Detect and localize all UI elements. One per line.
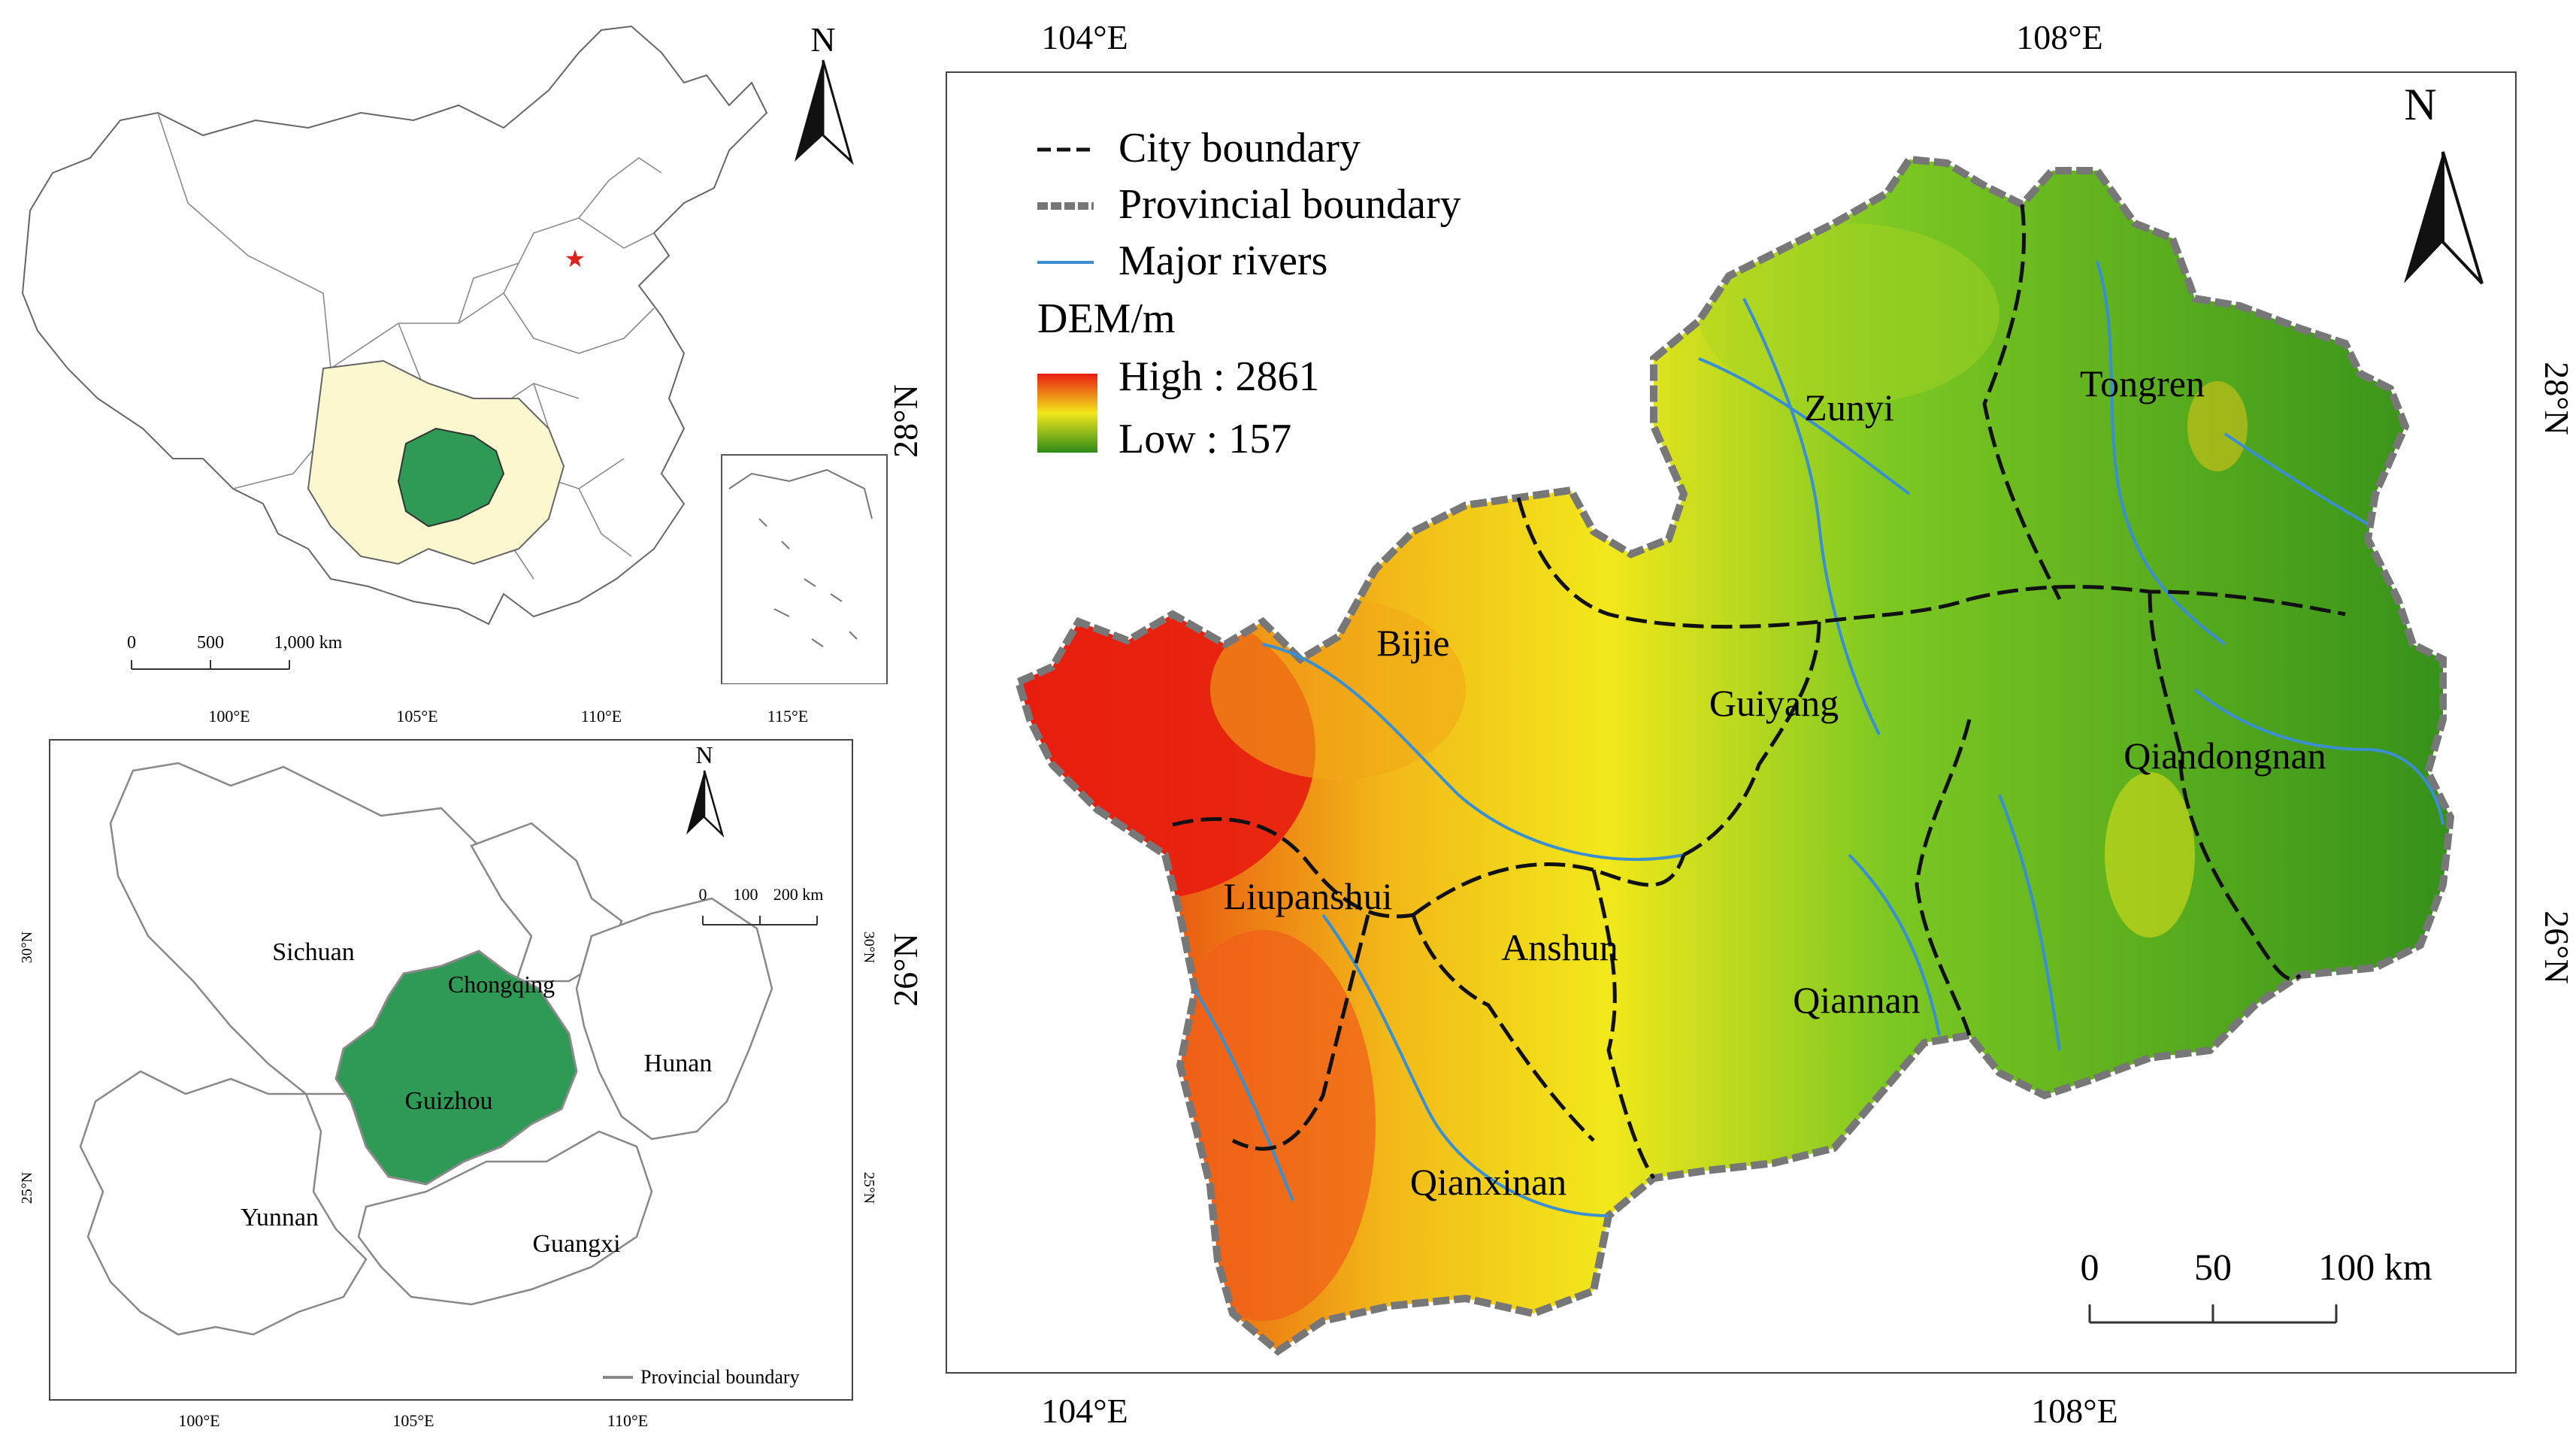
china-north-label: N bbox=[810, 20, 835, 59]
china-scale-0: 0 bbox=[127, 633, 136, 653]
region-map-svg: N 0 100 200 km Sichuan Chongqing Hunan G… bbox=[79, 741, 824, 1388]
main-top-tick-108: 108°E bbox=[2016, 18, 2103, 56]
region-top-tick-115: 115°E bbox=[767, 707, 808, 726]
main-right-ticks: 28°N 26°N bbox=[2538, 362, 2576, 984]
label-sichuan: Sichuan bbox=[272, 938, 355, 966]
city-qianxinan: Qianxinan bbox=[1410, 1161, 1566, 1203]
region-scale-200: 200 km bbox=[773, 885, 824, 904]
main-bottom-tick-108: 108°E bbox=[2031, 1392, 2118, 1430]
region-right-tick-25: 25°N bbox=[861, 1172, 877, 1204]
city-boundaries bbox=[1172, 204, 2346, 1180]
region-scale-100: 100 bbox=[734, 885, 758, 904]
legend-dem-title: DEM/m bbox=[1037, 295, 1176, 342]
city-liupanshui: Liupanshui bbox=[1224, 875, 1393, 917]
region-left-tick-25: 25°N bbox=[19, 1172, 35, 1204]
city-qiannan: Qiannan bbox=[1793, 979, 1920, 1021]
label-yunnan: Yunnan bbox=[241, 1204, 319, 1231]
main-left-tick-28: 28°N bbox=[886, 384, 925, 458]
main-scale-bar bbox=[2088, 1304, 2338, 1324]
capital-star-icon: ★ bbox=[565, 245, 586, 272]
dem-map-frame: City boundary Provincial boundary Major … bbox=[946, 71, 2517, 1374]
south-china-sea-inset bbox=[721, 454, 888, 684]
main-top-ticks: 104°E 108°E bbox=[1041, 18, 2103, 56]
region-bottom-tick-110: 110°E bbox=[607, 1411, 648, 1430]
label-hunan: Hunan bbox=[644, 1050, 713, 1077]
major-rivers bbox=[1194, 260, 2444, 1217]
region-scale-bar bbox=[702, 916, 818, 926]
region-legend-label: Provincial boundary bbox=[640, 1366, 800, 1388]
region-top-tick-100: 100°E bbox=[208, 707, 250, 726]
main-bottom-tick-104: 104°E bbox=[1041, 1392, 1128, 1430]
china-overview-map: ★ N 0 500 1,000 km bbox=[8, 8, 894, 684]
city-guiyang: Guiyang bbox=[1709, 682, 1839, 724]
main-right-tick-28: 28°N bbox=[2538, 362, 2576, 435]
china-scale-500: 500 bbox=[197, 633, 224, 653]
china-north-arrow-icon bbox=[795, 59, 854, 165]
main-right-tick-26: 26°N bbox=[2538, 910, 2576, 984]
province-yunnan bbox=[79, 1070, 368, 1336]
provincial-boundary-line bbox=[1013, 155, 2455, 1356]
region-scale-0: 0 bbox=[699, 885, 707, 904]
main-scale-100: 100 km bbox=[2318, 1246, 2432, 1288]
regional-map-frame: N 0 100 200 km Sichuan Chongqing Hunan G… bbox=[49, 739, 853, 1401]
main-scale-50: 50 bbox=[2194, 1246, 2232, 1288]
legend-dem-high: High : 2861 bbox=[1118, 353, 1320, 400]
dem-legend bbox=[1037, 147, 1097, 453]
label-chongqing: Chongqing bbox=[448, 971, 555, 998]
city-anshun: Anshun bbox=[1501, 926, 1618, 968]
main-top-tick-104: 104°E bbox=[1041, 18, 1128, 56]
china-scale-bar bbox=[131, 660, 290, 670]
region-bottom-tick-100: 100°E bbox=[178, 1411, 219, 1430]
region-top-ticks: 100°E 105°E 110°E 115°E bbox=[208, 707, 808, 726]
legend-provincial-boundary: Provincial boundary bbox=[1118, 181, 1461, 228]
province-guizhou bbox=[334, 950, 578, 1186]
region-right-tick-30: 30°N bbox=[861, 932, 877, 963]
main-left-tick-26: 26°N bbox=[886, 933, 925, 1007]
city-zunyi: Zunyi bbox=[1804, 386, 1893, 429]
dem-map-svg: City boundary Provincial boundary Major … bbox=[1013, 80, 2484, 1356]
city-bijie: Bijie bbox=[1376, 622, 1449, 664]
region-top-tick-110: 110°E bbox=[581, 707, 622, 726]
province-guangxi bbox=[357, 1130, 653, 1306]
china-map-svg: ★ N 0 500 1,000 km bbox=[21, 20, 888, 684]
region-bottom-tick-105: 105°E bbox=[392, 1411, 434, 1430]
region-left-tick-30: 30°N bbox=[19, 932, 35, 963]
legend-major-rivers: Major rivers bbox=[1118, 238, 1327, 284]
guizhou-china bbox=[397, 427, 505, 528]
legend-dem-ramp bbox=[1037, 374, 1097, 453]
region-left-ticks: 30°N 25°N bbox=[19, 932, 35, 1204]
main-north-arrow-icon bbox=[2404, 151, 2484, 285]
region-top-tick-105: 105°E bbox=[396, 707, 437, 726]
inset-coastline bbox=[728, 468, 873, 520]
region-north-label: N bbox=[695, 741, 713, 768]
province-hunan bbox=[575, 897, 773, 1141]
main-bottom-ticks: 104°E 108°E bbox=[1041, 1392, 2118, 1430]
region-north-arrow-icon bbox=[686, 770, 725, 838]
legend-dem-low: Low : 157 bbox=[1118, 416, 1291, 462]
main-scale-0: 0 bbox=[2081, 1246, 2099, 1288]
region-bottom-ticks: 100°E 105°E 110°E bbox=[178, 1411, 648, 1430]
city-qiandongnan: Qiandongnan bbox=[2123, 735, 2326, 777]
city-tongren: Tongren bbox=[2080, 362, 2205, 404]
main-left-ticks: 28°N 26°N bbox=[886, 384, 925, 1007]
label-guangxi: Guangxi bbox=[532, 1230, 620, 1258]
label-guizhou: Guizhou bbox=[404, 1087, 492, 1115]
legend-city-boundary: City boundary bbox=[1118, 125, 1361, 171]
region-right-ticks: 30°N 25°N bbox=[861, 932, 877, 1204]
inset-islands bbox=[758, 518, 858, 647]
main-north-label: N bbox=[2404, 80, 2436, 129]
china-scale-1000: 1,000 km bbox=[274, 633, 343, 653]
